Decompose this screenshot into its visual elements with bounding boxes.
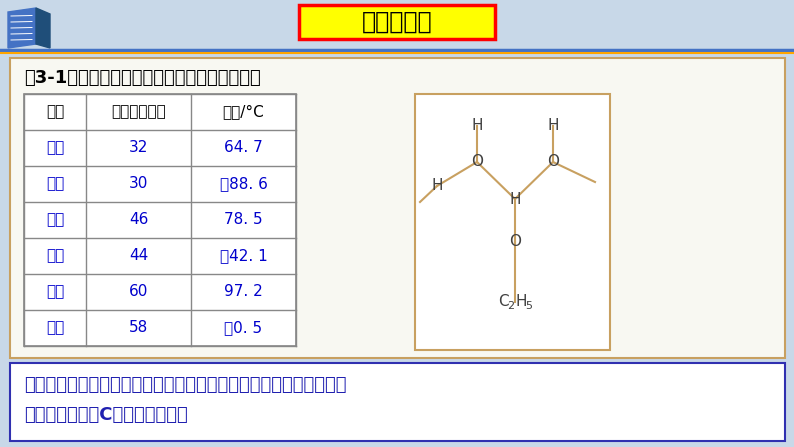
Text: 乙醇: 乙醇 — [46, 212, 64, 228]
Text: 97. 2: 97. 2 — [224, 284, 263, 299]
Text: 64. 7: 64. 7 — [224, 140, 263, 156]
Text: 30: 30 — [129, 177, 148, 191]
Text: 丙醇: 丙醇 — [46, 284, 64, 299]
Bar — [24, 94, 296, 346]
Text: 44: 44 — [129, 249, 148, 263]
Text: －0. 5: －0. 5 — [225, 320, 263, 336]
Text: 60: 60 — [129, 284, 148, 299]
Bar — [10, 58, 785, 358]
Text: 46: 46 — [129, 212, 148, 228]
Text: O: O — [471, 155, 483, 169]
Text: H: H — [547, 118, 559, 134]
Text: H: H — [431, 178, 443, 194]
Bar — [299, 5, 495, 39]
Text: H: H — [472, 118, 483, 134]
Text: C: C — [498, 295, 508, 309]
Polygon shape — [36, 8, 50, 48]
Bar — [415, 94, 610, 350]
Text: 2: 2 — [507, 301, 515, 311]
Text: 相对分子质量: 相对分子质量 — [111, 105, 166, 119]
Text: 乙烷: 乙烷 — [46, 177, 64, 191]
Text: 丙烷: 丙烷 — [46, 249, 64, 263]
Text: －88. 6: －88. 6 — [220, 177, 268, 191]
Text: 甲醇: 甲醇 — [46, 140, 64, 156]
Text: H: H — [509, 191, 521, 207]
Bar — [10, 363, 785, 441]
Text: 78. 5: 78. 5 — [224, 212, 263, 228]
Text: 名称: 名称 — [46, 105, 64, 119]
Text: H: H — [515, 295, 526, 309]
Text: 丁烷: 丁烷 — [46, 320, 64, 336]
Text: 结论：相对分子质量相近的醇比烷烃的沸点高得多。因为醇分子间可: 结论：相对分子质量相近的醇比烷烃的沸点高得多。因为醇分子间可 — [24, 376, 346, 394]
Text: 思考与交流: 思考与交流 — [362, 10, 432, 34]
Text: 5: 5 — [526, 301, 533, 311]
Text: 32: 32 — [129, 140, 148, 156]
Text: O: O — [509, 235, 521, 249]
Text: －42. 1: －42. 1 — [220, 249, 268, 263]
Polygon shape — [8, 8, 36, 48]
Text: 表3-1相对分子质量相近的醇与烷烃的沸点比较: 表3-1相对分子质量相近的醇与烷烃的沸点比较 — [24, 69, 260, 87]
Text: 沸点/°C: 沸点/°C — [222, 105, 264, 119]
Text: 58: 58 — [129, 320, 148, 336]
Text: O: O — [547, 155, 559, 169]
Text: 以形成氢键。且C数越多沸点越高: 以形成氢键。且C数越多沸点越高 — [24, 406, 187, 424]
